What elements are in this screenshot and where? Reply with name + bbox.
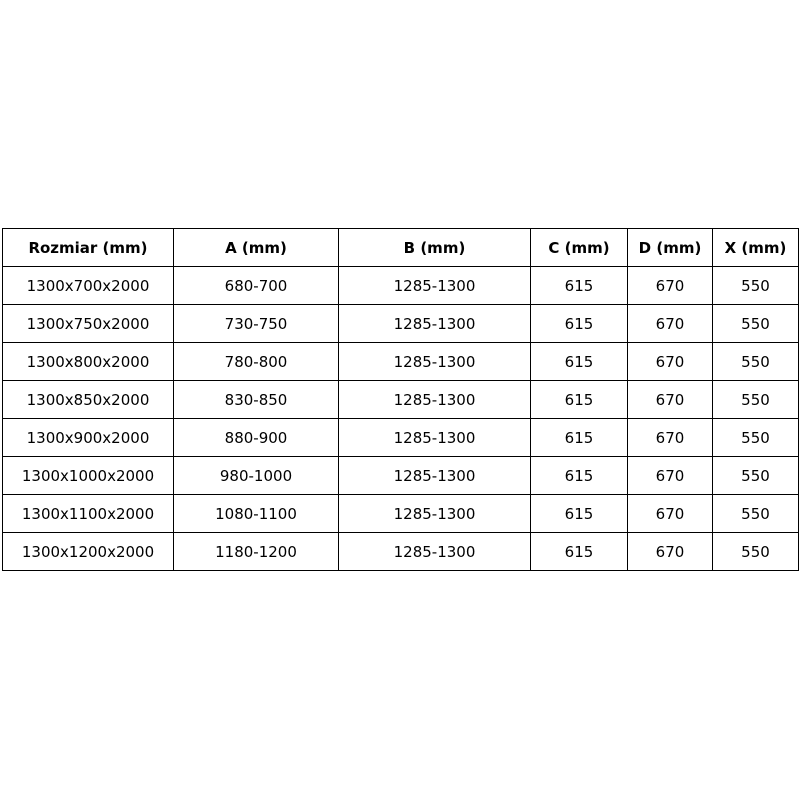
table-cell: 615: [530, 380, 628, 419]
table-cell: 550: [712, 456, 799, 495]
table-cell: 550: [712, 532, 799, 571]
table-cell: 680-700: [173, 266, 339, 305]
table-row: 1300x1100x2000 1080-1100 1285-1300 615 670 55…: [2, 494, 799, 533]
table-cell: 550: [712, 342, 799, 381]
table-row: 1300x1200x2000 1180-1200 1285-1300 615 670 55…: [2, 532, 799, 571]
table-row: 1300x1000x2000 980-1000 1285-1300 615 670 550: [2, 456, 799, 495]
table-cell: 1300x1000x2000: [2, 456, 174, 495]
table-cell: 1285-1300: [338, 456, 531, 495]
table-cell: 615: [530, 494, 628, 533]
table-cell: 615: [530, 304, 628, 343]
table-cell: 830-850: [173, 380, 339, 419]
table-cell: 1285-1300: [338, 342, 531, 381]
table-cell: 670: [627, 494, 713, 533]
table-cell: 670: [627, 342, 713, 381]
table-cell: 730-750: [173, 304, 339, 343]
table-cell: 1285-1300: [338, 494, 531, 533]
table-cell: 670: [627, 418, 713, 457]
table-row: 1300x900x2000 880-900 1285-1300 615 670 550: [2, 418, 799, 457]
table-cell: 670: [627, 266, 713, 305]
table-cell: 1285-1300: [338, 304, 531, 343]
table-row: 1300x800x2000 780-800 1285-1300 615 670 550: [2, 342, 799, 381]
table-cell: 615: [530, 456, 628, 495]
table-cell: 1300x900x2000: [2, 418, 174, 457]
table-cell: 780-800: [173, 342, 339, 381]
table-cell: 1285-1300: [338, 380, 531, 419]
column-header: C (mm): [530, 228, 628, 267]
table-cell: 1080-1100: [173, 494, 339, 533]
dimensions-table: Rozmiar (mm) A (mm) B (mm) C (mm) D (mm) X (m…: [2, 228, 799, 571]
column-header: X (mm): [712, 228, 799, 267]
table-cell: 880-900: [173, 418, 339, 457]
column-header: Rozmiar (mm): [2, 228, 174, 267]
table-cell: 615: [530, 418, 628, 457]
table-cell: 670: [627, 304, 713, 343]
table-cell: 1285-1300: [338, 418, 531, 457]
table-cell: 615: [530, 266, 628, 305]
table-cell: 670: [627, 456, 713, 495]
table-row: 1300x700x2000 680-700 1285-1300 615 670 550: [2, 266, 799, 305]
table-cell: 1300x700x2000: [2, 266, 174, 305]
table-cell: 670: [627, 532, 713, 571]
table-cell: 1300x1200x2000: [2, 532, 174, 571]
table-cell: 1300x800x2000: [2, 342, 174, 381]
table-cell: 670: [627, 380, 713, 419]
table-cell: 550: [712, 380, 799, 419]
column-header: B (mm): [338, 228, 531, 267]
table-cell: 1300x850x2000: [2, 380, 174, 419]
table-cell: 1285-1300: [338, 266, 531, 305]
column-header: A (mm): [173, 228, 339, 267]
table-cell: 615: [530, 342, 628, 381]
table-cell: 550: [712, 266, 799, 305]
table-cell: 1285-1300: [338, 532, 531, 571]
table-row: 1300x750x2000 730-750 1285-1300 615 670 550: [2, 304, 799, 343]
table-row: 1300x850x2000 830-850 1285-1300 615 670 550: [2, 380, 799, 419]
table-cell: 1300x1100x2000: [2, 494, 174, 533]
column-header: D (mm): [627, 228, 713, 267]
table-cell: 980-1000: [173, 456, 339, 495]
table-cell: 1300x750x2000: [2, 304, 174, 343]
table-cell: 550: [712, 494, 799, 533]
table-cell: 550: [712, 418, 799, 457]
table-header-row: Rozmiar (mm) A (mm) B (mm) C (mm) D (mm) X (m…: [2, 228, 799, 267]
table-cell: 1180-1200: [173, 532, 339, 571]
table-cell: 550: [712, 304, 799, 343]
table-cell: 615: [530, 532, 628, 571]
